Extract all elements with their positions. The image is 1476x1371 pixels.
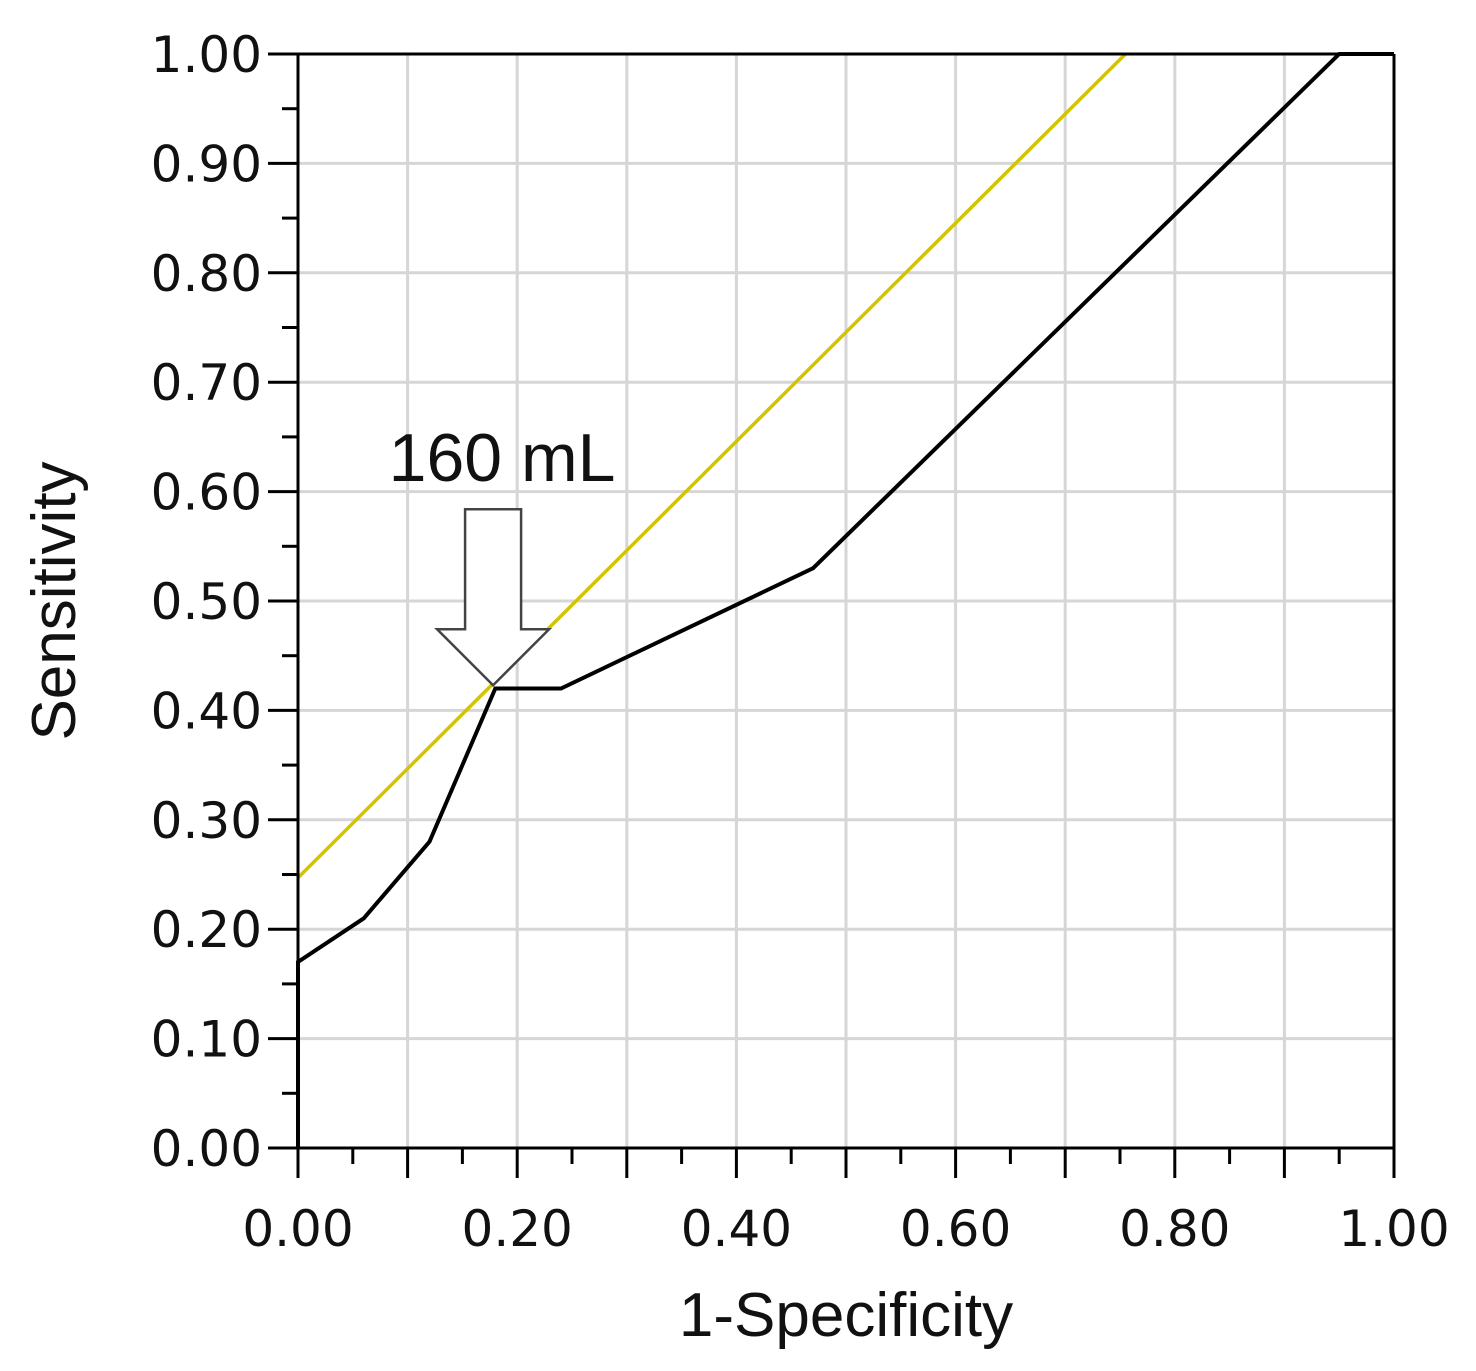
grid-lines bbox=[298, 54, 1394, 1148]
series-line-2 bbox=[296, 52, 1127, 880]
y-tick-label: 0.10 bbox=[151, 1011, 262, 1069]
x-tick-label: 1.00 bbox=[1338, 1200, 1449, 1258]
x-tick-label: 0.20 bbox=[462, 1200, 573, 1258]
x-tick-label: 0.80 bbox=[1119, 1200, 1230, 1258]
series-layer bbox=[296, 52, 1394, 1148]
x-tick-labels: 0.00 0.20 0.40 0.60 0.80 1.00 bbox=[242, 1200, 1449, 1258]
y-tick-label: 0.30 bbox=[151, 792, 262, 850]
y-tick-label: 0.90 bbox=[151, 135, 262, 193]
y-tick-labels: 0.00 0.10 0.20 0.30 0.40 0.50 0.60 0.70 0.80 0.90… bbox=[151, 26, 262, 1178]
annotation-arrow bbox=[434, 507, 553, 688]
y-tick-label: 0.20 bbox=[151, 901, 262, 959]
y-tick-label: 1.00 bbox=[151, 26, 262, 84]
x-axis-title: 1-Specificity bbox=[679, 1281, 1013, 1350]
y-tick-label: 0.40 bbox=[151, 682, 262, 740]
x-tick-label: 0.00 bbox=[242, 1200, 353, 1258]
y-axis-title: Sensitivity bbox=[20, 461, 89, 740]
y-tick-label: 0.50 bbox=[151, 573, 262, 631]
x-tick-label: 0.60 bbox=[900, 1200, 1011, 1258]
y-tick-label: 0.70 bbox=[151, 354, 262, 412]
tick-marks bbox=[268, 52, 1396, 1178]
annotation-label: 160 mL bbox=[389, 420, 616, 496]
series-line-1 bbox=[296, 52, 1394, 1148]
annotation: 160 mL bbox=[389, 420, 616, 688]
x-tick-label: 0.40 bbox=[681, 1200, 792, 1258]
y-tick-label: 0.00 bbox=[151, 1120, 262, 1178]
y-tick-label: 0.60 bbox=[151, 464, 262, 522]
y-tick-label: 0.80 bbox=[151, 245, 262, 303]
